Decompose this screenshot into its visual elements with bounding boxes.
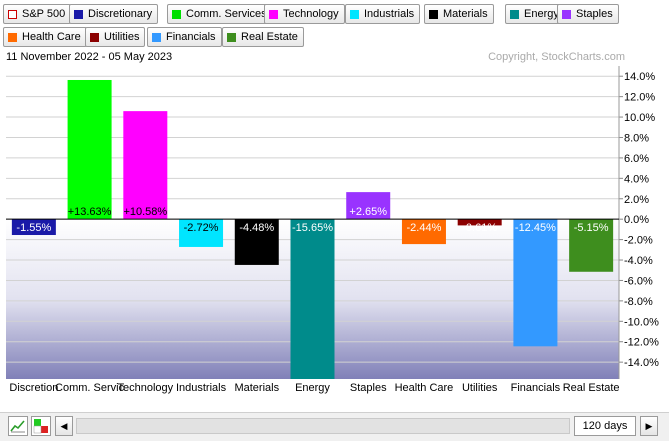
y-tick-label: 14.0%	[624, 71, 655, 83]
scroll-left-button[interactable]: ◀	[55, 416, 73, 436]
legend-item-health-care[interactable]: Health Care	[3, 27, 87, 47]
legend-item-materials[interactable]: Materials	[424, 4, 494, 24]
legend-item-s-p-500[interactable]: S&P 500	[3, 4, 72, 24]
sector-performance-chart: 14.0% 12.0% 10.0% 8.0% 6.0% 4.0% 2.0% 0.0% -2.0%…	[6, 66, 659, 394]
date-scrollbar[interactable]	[76, 418, 570, 434]
bar-industrials	[179, 219, 224, 247]
bar-value-label: +10.58%	[123, 206, 167, 218]
bar-value-label: +13.63%	[68, 206, 112, 218]
legend-swatch	[562, 9, 571, 19]
legend-label: Financials	[166, 31, 216, 43]
x-tick-label: Staples	[350, 382, 387, 394]
bar-value-label: -15.65%	[292, 222, 333, 234]
bar-discretionary	[11, 219, 56, 236]
bar-technology	[123, 111, 168, 220]
legend-swatch	[172, 9, 181, 19]
bar-value-label: -12.45%	[515, 222, 556, 234]
y-tick-label: 8.0%	[624, 132, 649, 144]
legend-label: Utilities	[104, 31, 140, 43]
legend-swatch	[8, 9, 17, 19]
legend-label: Materials	[443, 8, 488, 20]
legend-item-discretionary[interactable]: Discretionary	[69, 4, 159, 24]
line-chart-icon[interactable]	[8, 416, 28, 436]
y-tick-label: 10.0%	[624, 112, 655, 124]
legend-item-real-estate[interactable]: Real Estate	[222, 27, 304, 47]
scroll-right-button[interactable]: ▶	[640, 416, 658, 436]
legend-item-staples[interactable]: Staples	[557, 4, 619, 24]
legend-swatch	[152, 32, 161, 42]
scroll-right-icon: ▶	[645, 420, 653, 431]
x-tick-label: Discretion	[9, 382, 58, 394]
period-selector[interactable]: 120 days	[574, 416, 636, 436]
x-tick-label: Materials	[234, 382, 279, 394]
legend-label: Energy	[524, 8, 559, 20]
y-tick-label: 2.0%	[624, 194, 649, 206]
legend-swatch	[90, 32, 99, 42]
legend-item-financials[interactable]: Financials	[147, 27, 222, 47]
x-tick-label: Industrials	[176, 382, 227, 394]
x-tick-label: Health Care	[395, 382, 454, 394]
y-tick-label: 0.0%	[624, 214, 649, 226]
legend: S&P 500 Discretionary Comm. Services Techno…	[0, 0, 669, 48]
legend-item-comm-services[interactable]: Comm. Services	[167, 4, 273, 24]
legend-item-energy[interactable]: Energy	[505, 4, 565, 24]
bar-value-label: -2.72%	[184, 222, 219, 234]
x-tick-label: Energy	[295, 382, 330, 394]
bar-staples	[346, 192, 391, 220]
legend-item-industrials[interactable]: Industrials	[345, 4, 421, 24]
x-tick-label: Utilities	[462, 382, 498, 394]
bar-utilities	[457, 219, 502, 226]
bar-value-label: -0.61%	[462, 222, 497, 234]
y-tick-label: -6.0%	[624, 275, 653, 287]
y-tick-label: -14.0%	[624, 357, 659, 369]
color-squares-icon[interactable]	[31, 416, 51, 436]
legend-label: Real Estate	[241, 31, 298, 43]
bar-financials	[513, 219, 558, 347]
date-range: 11 November 2022 - 05 May 2023	[6, 51, 173, 63]
legend-swatch	[74, 9, 83, 19]
legend-item-technology[interactable]: Technology	[264, 4, 345, 24]
bar-value-label: -1.55%	[16, 222, 51, 234]
copyright: Copyright, StockCharts.com	[488, 51, 625, 63]
bar-value-label: -4.48%	[239, 222, 274, 234]
legend-swatch	[269, 9, 278, 19]
x-tick-label: Technology	[117, 382, 173, 394]
legend-label: Comm. Services	[186, 8, 267, 20]
legend-swatch	[350, 9, 359, 19]
y-tick-label: 4.0%	[624, 173, 649, 185]
y-tick-label: -12.0%	[624, 337, 659, 349]
chart-area: 11 November 2022 - 05 May 2023 Copyright…	[0, 48, 669, 412]
legend-label: S&P 500	[22, 8, 66, 20]
legend-label: Discretionary	[88, 8, 153, 20]
legend-label: Staples	[576, 8, 613, 20]
bar-real-estate	[569, 219, 614, 272]
y-tick-label: -4.0%	[624, 255, 653, 267]
legend-swatch	[227, 32, 236, 42]
y-tick-label: -2.0%	[624, 235, 653, 247]
y-tick-label: -10.0%	[624, 316, 659, 328]
x-tick-label: Comm. Servic	[55, 382, 125, 394]
bar-value-label: +2.65%	[349, 206, 387, 218]
bar-energy	[290, 219, 335, 379]
bar-health-care	[401, 219, 446, 245]
y-tick-label: 6.0%	[624, 153, 649, 165]
legend-label: Technology	[283, 8, 339, 20]
y-tick-label: -8.0%	[624, 296, 653, 308]
x-tick-label: Financials	[511, 382, 561, 394]
legend-swatch	[429, 9, 438, 19]
legend-label: Health Care	[22, 31, 81, 43]
bar-materials	[234, 219, 279, 265]
legend-item-utilities[interactable]: Utilities	[85, 27, 146, 47]
x-tick-label: Real Estate	[563, 382, 620, 394]
bar-value-label: -2.44%	[407, 222, 442, 234]
bar-comm-services	[67, 79, 112, 220]
scroll-left-icon: ◀	[60, 420, 68, 431]
legend-label: Industrials	[364, 8, 415, 20]
bar-value-label: -5.15%	[574, 222, 609, 234]
y-tick-label: 12.0%	[624, 92, 655, 104]
legend-swatch	[510, 9, 519, 19]
legend-swatch	[8, 32, 17, 42]
bottom-toolbar: ◀ 120 days ▶	[0, 412, 669, 441]
